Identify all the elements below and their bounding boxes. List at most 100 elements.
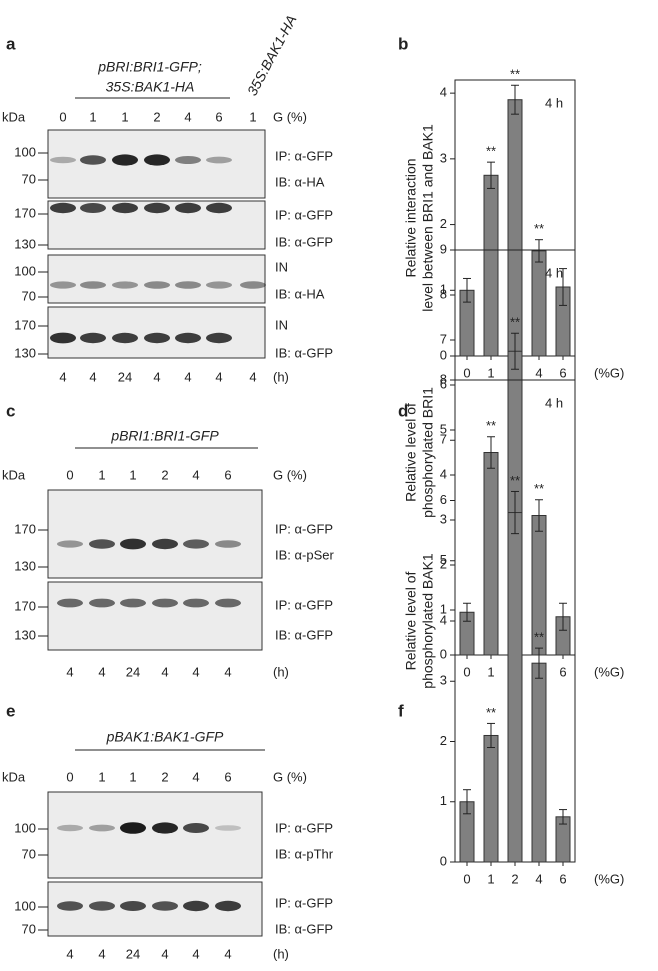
band — [57, 824, 83, 832]
marker-label: 170 — [14, 205, 36, 220]
band — [144, 154, 170, 166]
marker-label: 130 — [14, 627, 36, 642]
construct: pBRI1:BRI1-GFP — [110, 428, 219, 444]
lane-label: 0 — [59, 109, 66, 124]
time-label: 4 — [66, 664, 73, 679]
band — [50, 332, 76, 344]
time-label: 4 — [192, 946, 199, 961]
strip-label: IB: α-HA — [275, 286, 325, 301]
marker-label: 70 — [22, 921, 36, 936]
y-axis-label: Relative interaction — [403, 158, 419, 277]
band — [152, 538, 178, 550]
time-label: 4 — [161, 946, 168, 961]
strip-label: IP: α-GFP — [275, 521, 333, 536]
significance: ** — [510, 473, 520, 488]
x-tick-label: 1 — [487, 365, 494, 380]
band — [240, 281, 266, 289]
marker-label: 130 — [14, 345, 36, 360]
y-tick-label: 5 — [440, 552, 447, 567]
band — [120, 538, 146, 550]
strip-label: IB: α-HA — [275, 174, 325, 189]
y-axis-label: phosphorylated BAK1 — [420, 553, 436, 689]
error-bar — [559, 809, 567, 825]
blot-strip — [47, 489, 263, 579]
y-tick-label: 6 — [440, 376, 447, 391]
strip-label: IP: α-GFP — [275, 895, 333, 910]
lane-label: 1 — [249, 109, 256, 124]
band — [183, 823, 209, 833]
band — [215, 540, 241, 548]
x-tick-label: 6 — [559, 871, 566, 886]
blot-strip — [47, 254, 266, 304]
y-tick-label: 7 — [440, 432, 447, 447]
control-construct: 35S:BAK1-HA — [244, 12, 300, 98]
error-bar — [559, 268, 567, 306]
kda: kDa — [2, 769, 26, 784]
x-axis-label: (%G) — [594, 365, 624, 380]
y-tick-label: 2 — [440, 733, 447, 748]
band — [183, 539, 209, 549]
band — [152, 901, 178, 911]
strip-label: IP: α-GFP — [275, 207, 333, 222]
kda: kDa — [2, 467, 26, 482]
band — [206, 202, 232, 214]
band — [215, 900, 241, 912]
band — [89, 824, 115, 832]
marker-label: 70 — [22, 171, 36, 186]
lane-label: 4 — [184, 109, 191, 124]
lane-label: 6 — [215, 109, 222, 124]
y-tick-label: 6 — [440, 492, 447, 507]
significance: ** — [534, 221, 544, 236]
marker-label: 100 — [14, 263, 36, 278]
y-tick-label: 0 — [440, 347, 447, 362]
lane-label: 6 — [224, 467, 231, 482]
band — [120, 901, 146, 911]
marker-label: 100 — [14, 898, 36, 913]
lane-label: 1 — [129, 467, 136, 482]
band — [112, 202, 138, 214]
band — [89, 539, 115, 549]
marker-label: 170 — [14, 521, 36, 536]
lane-label: 0 — [66, 769, 73, 784]
y-tick-label: 0 — [440, 646, 447, 661]
y-tick-label: 1 — [440, 793, 447, 808]
marker-label: 170 — [14, 598, 36, 613]
x-tick-label: 1 — [487, 664, 494, 679]
lane-label: 2 — [161, 769, 168, 784]
y-tick-label: 4 — [440, 466, 447, 481]
error-bar — [463, 602, 471, 622]
annotation: 4 h — [545, 395, 563, 410]
significance: ** — [534, 481, 544, 496]
bar — [483, 452, 499, 656]
error-bar — [511, 490, 519, 535]
band — [120, 822, 146, 834]
significance: ** — [486, 418, 496, 433]
band — [144, 202, 170, 214]
lane-unit: G (%) — [273, 769, 307, 784]
strip-label: IB: α-pSer — [275, 547, 334, 562]
marker-label: 130 — [14, 236, 36, 251]
time-label: 4 — [192, 664, 199, 679]
error-bar — [463, 789, 471, 815]
error-bar — [463, 277, 471, 303]
lane-label: 6 — [224, 769, 231, 784]
y-tick-label: 3 — [440, 511, 447, 526]
significance: ** — [510, 67, 520, 82]
lane-label: 1 — [98, 769, 105, 784]
y-axis-label: Relative level of — [403, 403, 419, 502]
blot-strip — [47, 581, 263, 651]
time-label: 4 — [98, 664, 105, 679]
y-tick-label: 8 — [440, 286, 447, 301]
y-tick-label: 1 — [440, 601, 447, 616]
significance: ** — [510, 315, 520, 330]
y-tick-label: 8 — [440, 371, 447, 386]
annotation: 4 h — [545, 95, 563, 110]
band — [80, 155, 106, 165]
strip-label: IB: α-GFP — [275, 345, 333, 360]
x-tick-label: 0 — [463, 871, 470, 886]
y-axis-label: Relative level of — [403, 571, 419, 670]
band — [206, 156, 232, 164]
band — [89, 901, 115, 911]
